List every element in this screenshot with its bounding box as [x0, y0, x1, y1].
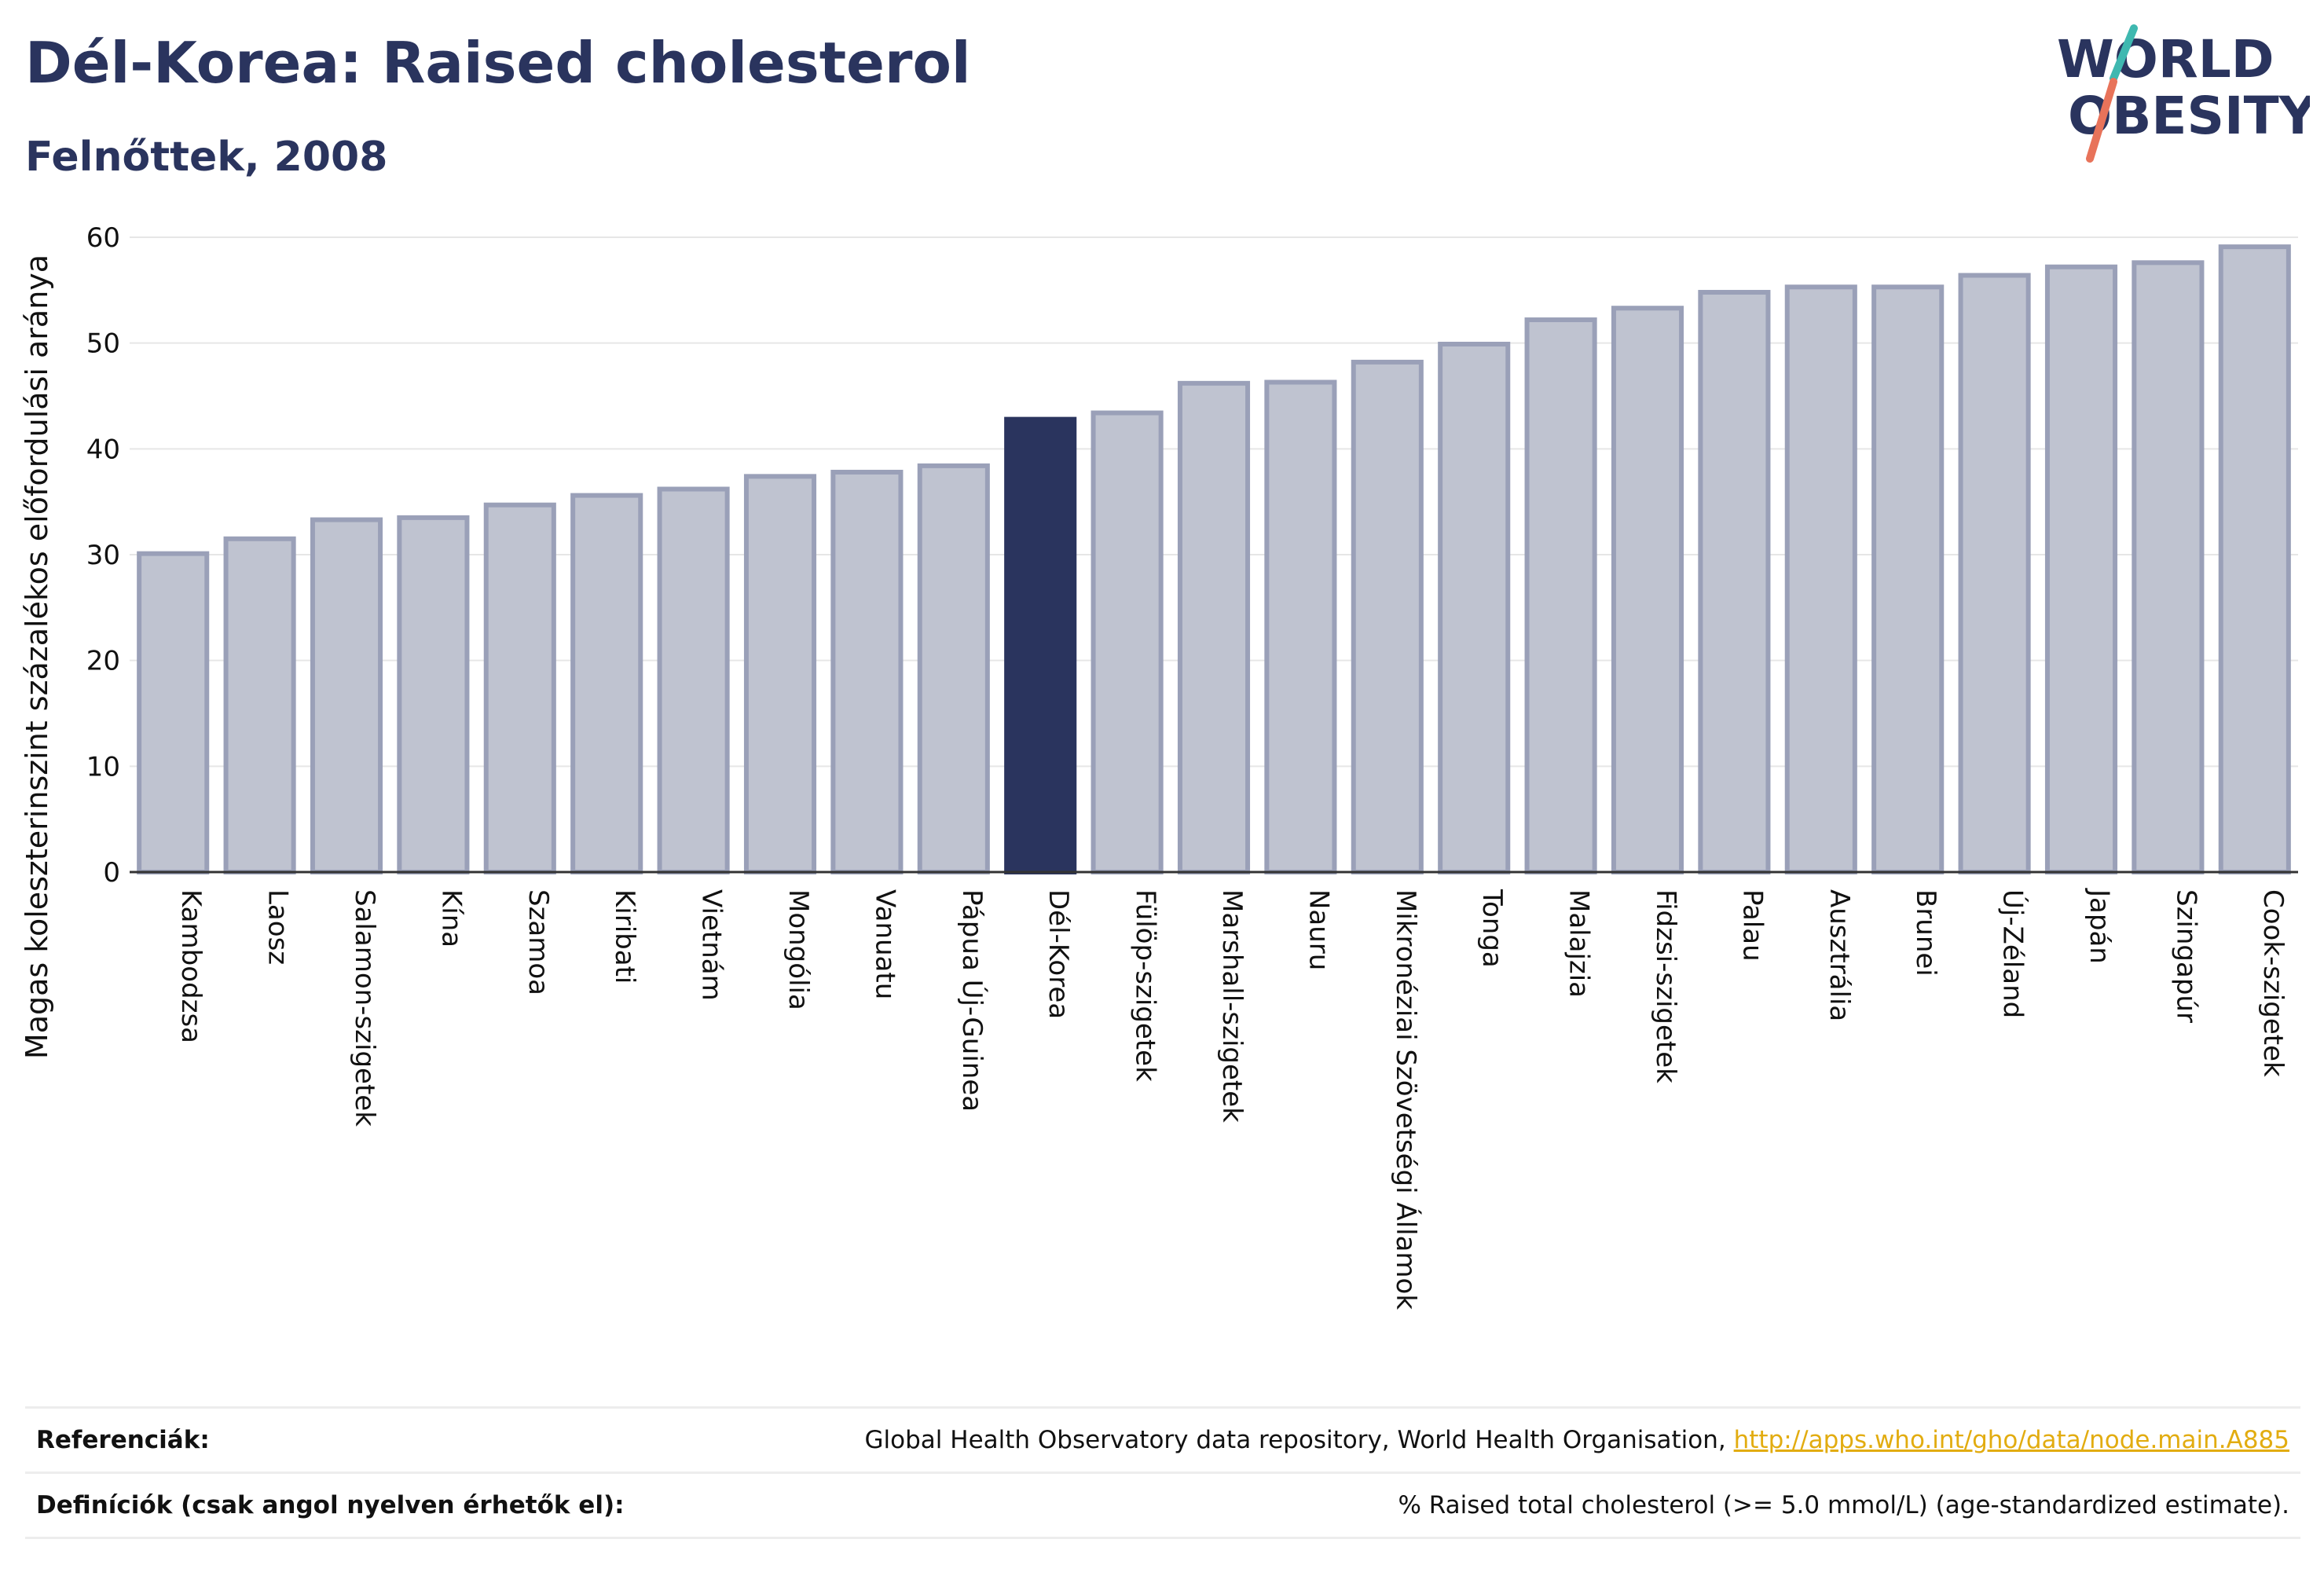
bar [570, 493, 643, 874]
y-tick-label: 50 [86, 328, 120, 360]
chart-subtitle: Felnőttek, 2008 [25, 134, 388, 181]
world-obesity-logo: WORLD OBESITY [2057, 24, 2310, 163]
x-tick-label: Vietnám [696, 889, 728, 1001]
references-text: Global Health Observatory data repositor… [864, 1426, 1734, 1454]
bar [657, 486, 730, 874]
definitions-row: Definíciók (csak angol nyelven érhetők e… [25, 1472, 2300, 1539]
bar [1438, 342, 1511, 875]
x-tick-label: Dél-Korea [1043, 889, 1074, 1019]
y-tick-label: 40 [86, 434, 120, 465]
x-tick-label: Mikronéziai Szövetségi Államok [1390, 889, 1422, 1310]
bar [1091, 410, 1164, 874]
x-tick-label: Kína [435, 889, 467, 947]
bar [2132, 260, 2205, 874]
x-tick-label: Salamon-szigetek [349, 889, 380, 1127]
x-tick-label: Kambodzsa [175, 889, 207, 1043]
bar [1524, 317, 1597, 875]
bar [917, 463, 990, 874]
x-tick-label: Pápua Új-Guinea [956, 889, 988, 1112]
x-tick-label: Mongólia [783, 889, 814, 1010]
x-tick-label: Laosz [262, 889, 294, 965]
definitions-value: % Raised total cholesterol (>= 5.0 mmol/… [1398, 1491, 2289, 1519]
x-tick-labels: Kambodzsa Laosz Salamon-szigetek Kína Szamoa… [175, 888, 2289, 1310]
chart-title: Dél-Korea: Raised cholesterol [25, 30, 971, 96]
y-tick-label: 60 [86, 222, 120, 254]
references-value: Global Health Observatory data repositor… [865, 1426, 2289, 1454]
references-label: Referenciák: [36, 1426, 210, 1454]
bar [1784, 284, 1857, 874]
y-tick-label: 20 [86, 646, 120, 677]
x-tick-label: Fülöp-szigetek [1130, 889, 1161, 1082]
bar [223, 536, 296, 874]
bar [1351, 359, 1424, 874]
x-tick-label: Fidzsi-szigetek [1650, 889, 1681, 1083]
references-link[interactable]: http://apps.who.int/gho/data/node.main.A… [1733, 1426, 2289, 1454]
bar [830, 469, 904, 875]
x-tick-label: Cook-szigetek [2257, 889, 2289, 1077]
bar [743, 474, 817, 874]
bar [2218, 244, 2291, 874]
definitions-label: Definíciók (csak angol nyelven érhetők e… [36, 1491, 625, 1519]
x-tick-label: Japán [2084, 888, 2115, 964]
x-tick-label: Nauru [1303, 889, 1334, 970]
logo-slash-coral [2086, 78, 2117, 163]
logo-slash-teal [2110, 24, 2138, 82]
x-tick-label: Vanuatu [869, 889, 900, 999]
bar-chart: Magas koleszterinszint százalékos előfor… [20, 222, 2298, 1310]
x-tick-label: Új-Zéland [1997, 889, 2029, 1018]
bar [1698, 290, 1771, 874]
x-tick-label: Brunei [1910, 889, 1941, 977]
x-tick-label: Kiribati [609, 889, 640, 984]
bar [1611, 306, 1684, 874]
x-tick-label: Szamoa [522, 889, 554, 995]
y-axis-label: Magas koleszterinszint százalékos előfor… [20, 255, 54, 1059]
bar [483, 502, 556, 874]
bar [1871, 284, 1945, 874]
y-tick-labels: 0 10 20 30 40 50 60 [86, 222, 120, 889]
references-row: Referenciák: Global Health Observatory d… [25, 1406, 2300, 1472]
bars [137, 244, 2291, 875]
y-tick-label: 0 [103, 857, 120, 889]
y-tick-label: 10 [86, 751, 120, 783]
bar [1958, 273, 2031, 875]
y-tick-label: 30 [86, 540, 120, 571]
x-tick-label: Tonga [1476, 889, 1508, 968]
bar [1264, 379, 1337, 874]
x-tick-label: Marshall-szigetek [1216, 889, 1248, 1123]
bar [1004, 416, 1077, 874]
x-tick-label: Palau [1736, 889, 1768, 962]
x-tick-label: Ausztrália [1824, 889, 1855, 1021]
bar [137, 551, 210, 874]
bar [310, 517, 383, 874]
bar [397, 515, 470, 874]
bar [2044, 264, 2118, 874]
logo-line-1: WORLD [2057, 29, 2275, 90]
x-tick-label: Szingapúr [2170, 889, 2201, 1023]
bar [1177, 380, 1251, 874]
x-tick-label: Malajzia [1563, 889, 1595, 998]
